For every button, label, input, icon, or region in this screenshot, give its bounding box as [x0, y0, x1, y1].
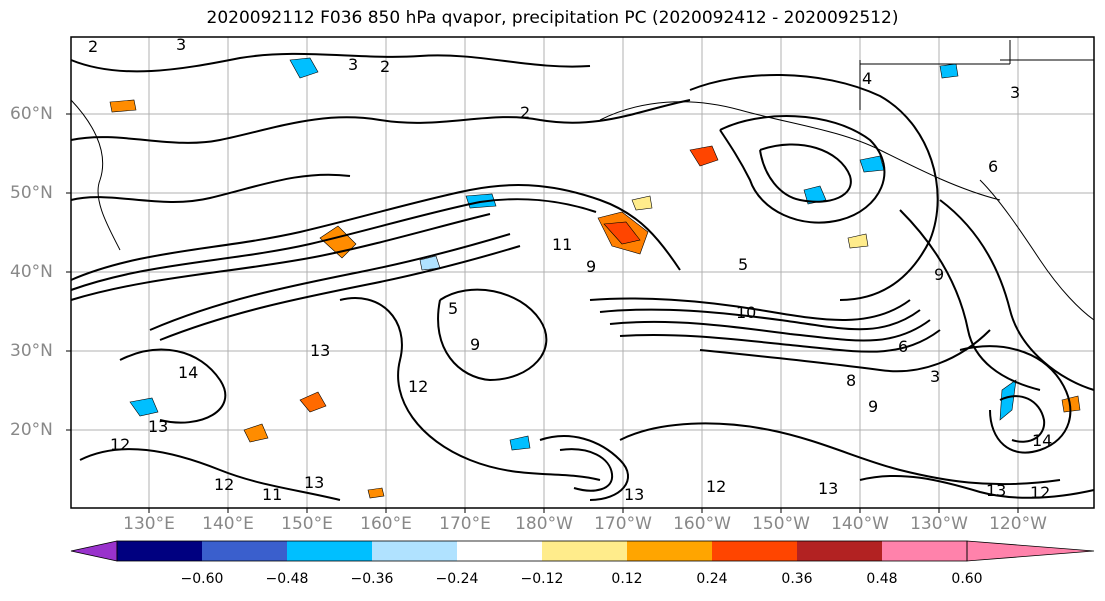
contour-label: 6 — [988, 157, 998, 176]
colorbar-segment — [287, 541, 372, 561]
contour-label: 13 — [304, 473, 324, 492]
contour-label: 12 — [1030, 483, 1050, 502]
contour-label: 9 — [868, 397, 878, 416]
colorbar-extend-left — [70, 540, 118, 562]
contour-label: 14 — [1032, 431, 1052, 450]
gridlines — [71, 37, 1094, 508]
contour-label: 13 — [624, 485, 644, 504]
axis-ticks — [66, 113, 1019, 513]
contour-label: 10 — [736, 303, 756, 322]
contour-label: 6 — [898, 337, 908, 356]
contour-label: 13 — [986, 481, 1006, 500]
colorbar-segment — [202, 541, 287, 561]
lon-label: 120°W — [989, 514, 1047, 534]
contour-label: 9 — [934, 265, 944, 284]
lon-label: 130°W — [910, 514, 968, 534]
colorbar-segment — [882, 541, 967, 561]
lon-label: 160°W — [673, 514, 731, 534]
contour-label: 2 — [380, 57, 390, 76]
contour-label: 2 — [88, 37, 98, 56]
contour-labels: 2 3 2 3 2 4 3 6 5 9 11 9 5 10 13 14 12 1… — [88, 35, 1052, 504]
contour-label: 12 — [408, 377, 428, 396]
contour-label: 5 — [738, 255, 748, 274]
contour-label: 3 — [930, 367, 940, 386]
contour-label: 3 — [1010, 83, 1020, 102]
colorbar-tick-label: −0.24 — [435, 571, 479, 587]
lon-label: 160°E — [360, 514, 412, 534]
contour-label: 11 — [262, 485, 282, 504]
lon-label: 180°W — [515, 514, 573, 534]
colorbar-segment — [797, 541, 882, 561]
lat-label: 20°N — [10, 420, 53, 440]
contour-label: 12 — [110, 435, 130, 454]
contour-label: 14 — [178, 363, 198, 382]
colorbar-tick-label: 0.12 — [611, 571, 643, 587]
colorbar-extend-right — [966, 540, 1095, 562]
lat-label: 50°N — [10, 183, 53, 203]
contour-label: 13 — [310, 341, 330, 360]
colorbar-tick-label: 0.36 — [781, 571, 813, 587]
colorbar-tick-label: −0.60 — [180, 571, 224, 587]
contour-label: 3 — [348, 55, 358, 74]
contour-label: 9 — [470, 335, 480, 354]
lon-label: 150°W — [752, 514, 810, 534]
lat-label: 60°N — [10, 104, 53, 124]
qvapor-contours — [70, 52, 1095, 501]
colorbar-segment — [117, 541, 202, 561]
colorbar-tick-label: −0.12 — [520, 571, 564, 587]
colorbar-tick-label: −0.36 — [350, 571, 394, 587]
contour-label: 12 — [214, 475, 234, 494]
contour-label: 2 — [520, 103, 530, 122]
contour-label: 4 — [862, 69, 872, 88]
lon-label: 150°E — [281, 514, 333, 534]
map-title: 2020092112 F036 850 hPa qvapor, precipit… — [206, 8, 899, 28]
colorbar — [70, 540, 1095, 562]
lon-label: 140°W — [831, 514, 889, 534]
colorbar-tick-label: −0.48 — [265, 571, 309, 587]
colorbar-tick-label: 0.24 — [696, 571, 728, 587]
colorbar-segment — [542, 541, 627, 561]
contour-label: 5 — [448, 299, 458, 318]
coastlines — [70, 40, 1095, 321]
contour-label: 11 — [552, 235, 572, 254]
contour-label: 12 — [706, 477, 726, 496]
lon-label: 140°E — [202, 514, 254, 534]
colorbar-segment — [627, 541, 712, 561]
contour-label: 3 — [176, 35, 186, 54]
contour-label: 9 — [586, 257, 596, 276]
contour-label: 8 — [846, 371, 856, 390]
colorbar-segment — [372, 541, 457, 561]
colorbar-segment — [712, 541, 797, 561]
lon-label: 130°E — [123, 514, 175, 534]
contour-label: 13 — [818, 479, 838, 498]
colorbar-segment — [457, 541, 542, 561]
colorbar-tick-label: 0.48 — [866, 571, 898, 587]
lon-label: 170°W — [594, 514, 652, 534]
lat-label: 40°N — [10, 262, 53, 282]
lat-label: 30°N — [10, 341, 53, 361]
colorbar-tick-label: 0.60 — [951, 571, 983, 587]
lon-label: 170°E — [439, 514, 491, 534]
contour-label: 13 — [148, 417, 168, 436]
